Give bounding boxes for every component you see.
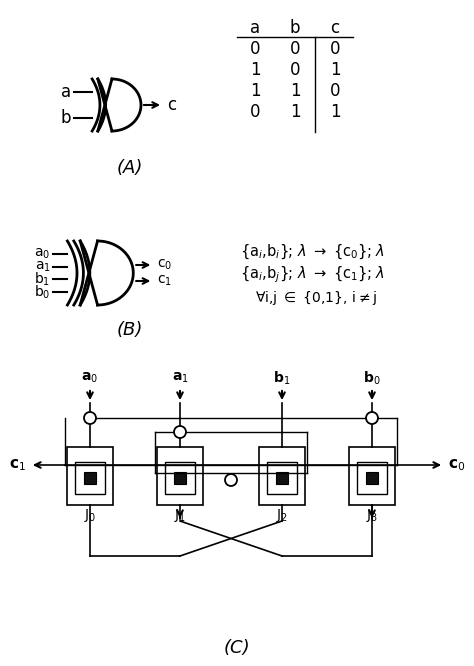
Bar <box>84 472 96 484</box>
Text: J$_2$: J$_2$ <box>276 507 288 525</box>
Text: 0: 0 <box>330 82 340 100</box>
Text: {a$_i$,b$_j$}; $\lambda$ $\rightarrow$ {c$_1$}; $\lambda$: {a$_i$,b$_j$}; $\lambda$ $\rightarrow$ {… <box>240 264 385 285</box>
Text: b$_0$: b$_0$ <box>34 284 50 301</box>
Bar <box>157 447 203 505</box>
Circle shape <box>174 426 186 438</box>
Text: 1: 1 <box>330 61 340 79</box>
Text: {a$_i$,b$_i$}; $\lambda$ $\rightarrow$ {c$_0$}; $\lambda$: {a$_i$,b$_i$}; $\lambda$ $\rightarrow$ {… <box>240 243 385 261</box>
Text: a: a <box>61 83 71 101</box>
Text: b$_0$: b$_0$ <box>363 370 381 387</box>
Text: (A): (A) <box>117 159 143 177</box>
Text: J$_3$: J$_3$ <box>366 507 378 525</box>
Text: 0: 0 <box>290 40 300 58</box>
Text: 0: 0 <box>250 103 260 121</box>
Text: (C): (C) <box>224 639 250 657</box>
Text: a$_1$: a$_1$ <box>172 371 188 385</box>
Text: 0: 0 <box>290 61 300 79</box>
Bar <box>259 447 305 505</box>
Text: c$_0$: c$_0$ <box>157 258 173 272</box>
Text: c: c <box>167 96 176 114</box>
Text: 1: 1 <box>250 61 260 79</box>
Text: b: b <box>61 109 71 127</box>
Circle shape <box>84 412 96 424</box>
Text: b: b <box>290 19 300 37</box>
Bar <box>267 462 297 494</box>
Text: a$_0$: a$_0$ <box>34 246 50 261</box>
Text: c$_1$: c$_1$ <box>9 457 26 473</box>
Bar <box>75 462 105 494</box>
Bar <box>165 462 195 494</box>
Bar <box>357 462 387 494</box>
Bar <box>67 447 113 505</box>
Bar <box>276 472 288 484</box>
Text: a$_1$: a$_1$ <box>35 259 50 274</box>
Text: J$_0$: J$_0$ <box>84 507 96 525</box>
Text: 1: 1 <box>330 103 340 121</box>
Circle shape <box>366 412 378 424</box>
Text: c$_0$: c$_0$ <box>448 457 465 473</box>
Text: (B): (B) <box>117 321 143 339</box>
Bar <box>349 447 395 505</box>
Text: 0: 0 <box>330 40 340 58</box>
Text: 1: 1 <box>290 103 301 121</box>
Bar <box>174 472 186 484</box>
Text: J$_1$: J$_1$ <box>174 507 186 525</box>
Text: a: a <box>250 19 260 37</box>
Text: b$_1$: b$_1$ <box>34 270 50 288</box>
Text: 1: 1 <box>250 82 260 100</box>
Text: $\forall$i,j $\in$ {0,1}, i$\neq$j: $\forall$i,j $\in$ {0,1}, i$\neq$j <box>255 289 377 307</box>
Text: a$_0$: a$_0$ <box>82 371 99 385</box>
Text: c: c <box>330 19 339 37</box>
Text: 0: 0 <box>250 40 260 58</box>
Text: c$_1$: c$_1$ <box>157 274 172 288</box>
Text: b$_1$: b$_1$ <box>273 370 291 387</box>
Circle shape <box>225 474 237 486</box>
Bar <box>366 472 378 484</box>
Text: 1: 1 <box>290 82 301 100</box>
